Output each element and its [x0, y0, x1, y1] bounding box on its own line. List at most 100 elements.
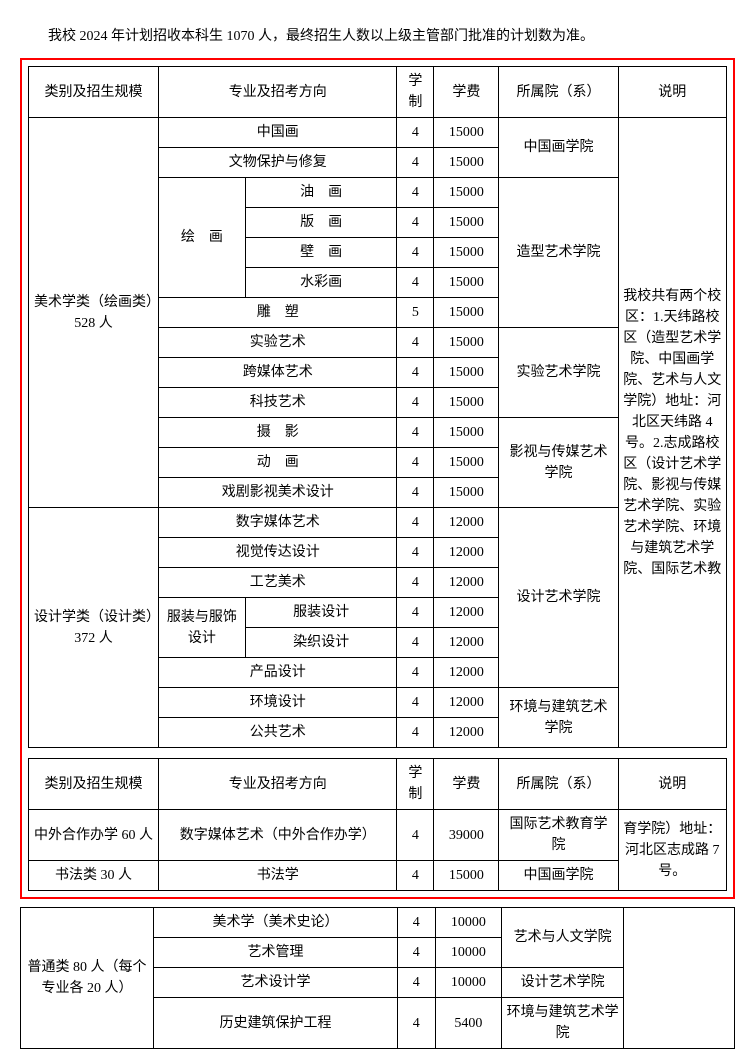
major: 文物保护与修复 [159, 148, 397, 178]
years: 4 [397, 418, 434, 448]
years: 4 [397, 938, 435, 968]
major: 动 画 [159, 448, 397, 478]
major: 染织设计 [245, 628, 397, 658]
intro-text: 我校 2024 年计划招收本科生 1070 人，最终招生人数以上级主管部门批准的… [20, 26, 735, 48]
dept: 中国画学院 [499, 861, 618, 891]
years: 4 [397, 568, 434, 598]
h-major: 专业及招考方向 [159, 759, 397, 810]
major: 中国画 [159, 118, 397, 148]
major-group: 绘 画 [159, 178, 246, 298]
h-years: 学制 [397, 67, 434, 118]
years: 4 [397, 178, 434, 208]
years: 4 [397, 208, 434, 238]
fee: 15000 [434, 418, 499, 448]
major: 美术学（美术史论） [154, 908, 398, 938]
years: 4 [397, 478, 434, 508]
years: 4 [397, 508, 434, 538]
years: 4 [397, 118, 434, 148]
fee: 12000 [434, 658, 499, 688]
cat-intl: 中外合作办学 60 人 [29, 810, 159, 861]
cat-design: 设计学类（设计类）372 人 [29, 508, 159, 748]
major: 数字媒体艺术（中外合作办学） [159, 810, 397, 861]
major: 公共艺术 [159, 718, 397, 748]
cat-fine-art: 美术学类（绘画类）528 人 [29, 118, 159, 508]
dept: 影视与传媒艺术学院 [499, 418, 618, 508]
dept: 国际艺术教育学院 [499, 810, 618, 861]
fee: 15000 [434, 118, 499, 148]
dept: 实验艺术学院 [499, 328, 618, 418]
header-row: 类别及招生规模 专业及招考方向 学制 学费 所属院（系） 说明 [29, 759, 727, 810]
fee: 10000 [435, 908, 502, 938]
fee: 12000 [434, 508, 499, 538]
years: 4 [397, 658, 434, 688]
h-fee: 学费 [434, 759, 499, 810]
admission-table-1: 类别及招生规模 专业及招考方向 学制 学费 所属院（系） 说明 美术学类（绘画类… [28, 66, 727, 748]
major-group: 服装与服饰设计 [159, 598, 246, 658]
fee: 12000 [434, 688, 499, 718]
row: 美术学类（绘画类）528 人 中国画 4 15000 中国画学院 我校共有两个校… [29, 118, 727, 148]
fee: 5400 [435, 998, 502, 1049]
major: 实验艺术 [159, 328, 397, 358]
major: 产品设计 [159, 658, 397, 688]
h-note: 说明 [618, 759, 726, 810]
note: 我校共有两个校区：1.天纬路校区（造型艺术学院、中国画学院、艺术与人文学院）地址… [618, 118, 726, 748]
years: 4 [397, 388, 434, 418]
years: 4 [397, 908, 435, 938]
h-note: 说明 [618, 67, 726, 118]
admission-table-2: 类别及招生规模 专业及招考方向 学制 学费 所属院（系） 说明 中外合作办学 6… [28, 758, 727, 891]
fee: 15000 [434, 861, 499, 891]
years: 4 [397, 718, 434, 748]
major: 油 画 [245, 178, 397, 208]
years: 4 [397, 358, 434, 388]
major: 科技艺术 [159, 388, 397, 418]
admission-table-3: 普通类 80 人（每个专业各 20 人） 美术学（美术史论） 4 10000 艺… [20, 907, 735, 1049]
fee: 15000 [434, 328, 499, 358]
years: 4 [397, 968, 435, 998]
h-category: 类别及招生规模 [29, 67, 159, 118]
years: 4 [397, 148, 434, 178]
fee: 10000 [435, 938, 502, 968]
fee: 15000 [434, 178, 499, 208]
years: 4 [397, 628, 434, 658]
dept: 环境与建筑艺术学院 [502, 998, 624, 1049]
row: 中外合作办学 60 人 数字媒体艺术（中外合作办学） 4 39000 国际艺术教… [29, 810, 727, 861]
fee: 15000 [434, 238, 499, 268]
fee: 15000 [434, 478, 499, 508]
fee: 12000 [434, 598, 499, 628]
cat-calli: 书法类 30 人 [29, 861, 159, 891]
major: 书法学 [159, 861, 397, 891]
note-empty [624, 908, 735, 1049]
dept: 设计艺术学院 [502, 968, 624, 998]
fee: 12000 [434, 568, 499, 598]
years: 4 [397, 328, 434, 358]
fee: 15000 [434, 388, 499, 418]
major: 水彩画 [245, 268, 397, 298]
dept: 设计艺术学院 [499, 508, 618, 688]
note: 育学院）地址：河北区志成路 7 号。 [618, 810, 726, 891]
years: 4 [397, 538, 434, 568]
dept: 环境与建筑艺术学院 [499, 688, 618, 748]
fee: 15000 [434, 298, 499, 328]
major: 服装设计 [245, 598, 397, 628]
fee: 15000 [434, 268, 499, 298]
h-dept: 所属院（系） [499, 67, 618, 118]
header-row: 类别及招生规模 专业及招考方向 学制 学费 所属院（系） 说明 [29, 67, 727, 118]
row: 普通类 80 人（每个专业各 20 人） 美术学（美术史论） 4 10000 艺… [21, 908, 735, 938]
major: 历史建筑保护工程 [154, 998, 398, 1049]
h-category: 类别及招生规模 [29, 759, 159, 810]
major: 版 画 [245, 208, 397, 238]
fee: 15000 [434, 208, 499, 238]
major: 环境设计 [159, 688, 397, 718]
fee: 12000 [434, 538, 499, 568]
years: 4 [397, 810, 434, 861]
years: 4 [397, 598, 434, 628]
years: 4 [397, 238, 434, 268]
dept: 造型艺术学院 [499, 178, 618, 328]
years: 4 [397, 998, 435, 1049]
major: 戏剧影视美术设计 [159, 478, 397, 508]
major: 数字媒体艺术 [159, 508, 397, 538]
dept: 中国画学院 [499, 118, 618, 178]
major: 艺术设计学 [154, 968, 398, 998]
years: 4 [397, 688, 434, 718]
years: 4 [397, 448, 434, 478]
